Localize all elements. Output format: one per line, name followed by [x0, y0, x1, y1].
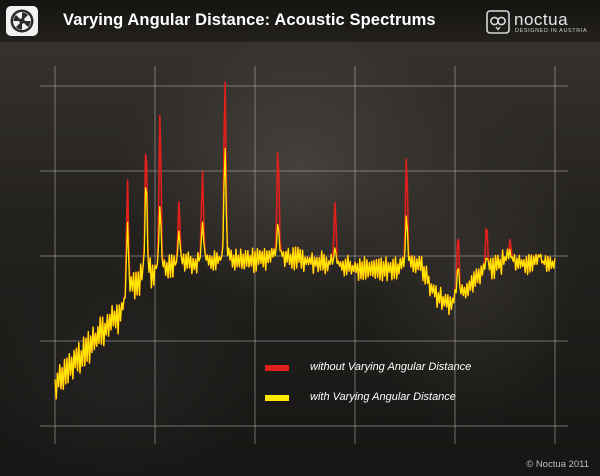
logo	[6, 6, 38, 36]
header-bar: Varying Angular Distance: Acoustic Spect…	[0, 0, 600, 42]
chart-grid	[40, 66, 568, 444]
brand-owl-icon	[486, 10, 510, 34]
legend-label-with: with Varying Angular Distance	[310, 391, 456, 403]
series-line-with	[54, 147, 556, 400]
series-line-without	[54, 81, 556, 400]
legend-swatch-yellow	[265, 395, 289, 401]
chart-series	[54, 81, 556, 400]
page-title: Varying Angular Distance: Acoustic Spect…	[63, 11, 436, 29]
brand: noctua DESIGNED IN AUSTRIA	[486, 10, 596, 36]
legend-swatch-red	[265, 365, 289, 371]
legend-label-without: without Varying Angular Distance	[310, 361, 472, 373]
fan-logo-icon	[10, 9, 34, 33]
copyright-notice: © Noctua 2011	[526, 459, 589, 470]
brand-name: noctua	[514, 10, 569, 29]
brand-tagline: DESIGNED IN AUSTRIA	[515, 28, 588, 34]
